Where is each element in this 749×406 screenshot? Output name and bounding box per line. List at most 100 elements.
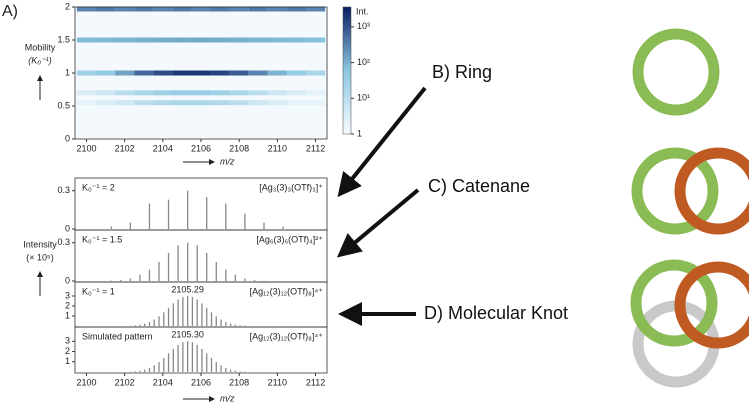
y-tick-label: 1 [65,356,70,366]
heatmap-cell [286,37,306,43]
heatmap-cell [172,6,192,12]
heatmap-cell [134,6,154,12]
colorbar-tick-label: 10¹ [357,93,370,103]
heatmap-cell [172,70,192,76]
heatmap-cell [76,37,96,43]
heatmap-cell [76,70,96,76]
x-tick-label: 2112 [306,143,325,153]
heatmap-cell [191,6,211,12]
x-tick-label: 2110 [268,377,287,387]
panel-label: K₀⁻¹ = 2 [82,182,115,192]
y-axis-label: Mobility [25,42,56,52]
annotation: C) Catenane [428,176,530,196]
x-axis-label: m/z [220,156,235,166]
x-tick-label: 2106 [191,143,211,153]
heatmap-cell [286,90,306,96]
y-tick-label: 1.5 [57,34,70,44]
x-tick-label: 2100 [76,143,96,153]
y-tick-label: 2 [65,1,70,11]
topology-icons [630,28,749,388]
heatmap-cell [96,70,116,76]
panel-formula: [Ag₁₂(3)₁₂(OTf)₈]⁴⁺ [250,286,324,296]
colorbar-tick-label: 10² [357,57,370,67]
heatmap-cell [248,90,268,96]
heatmap-cell [172,100,192,106]
panel-formula: [Ag₆(3)₆(OTf)₄]²⁺ [256,234,323,244]
panel-label: K₀⁻¹ = 1.5 [82,234,122,244]
heatmap-cell [248,37,268,43]
heatmap-cell [153,70,173,76]
panel-label: Simulated pattern [82,331,153,341]
heatmap-cell [76,90,96,96]
heatmap-cell [306,90,326,96]
annotation: D) Molecular Knot [424,303,568,323]
heatmap-cell [96,6,116,12]
heatmap-cell [248,100,268,106]
heatmap-cell [76,100,96,106]
heatmap-cell [210,37,230,43]
x-tick-label: 2108 [229,143,249,153]
panel-formula: [Ag₁₂(3)₁₂(OTf)₈]⁴⁺ [250,331,324,341]
annotation: B) Ring [432,62,492,82]
heatmap-cell [115,6,135,12]
heatmap-cell [267,70,287,76]
heatmap-cell [267,37,287,43]
x-tick-label: 2102 [115,143,135,153]
colorbar-tick-label: 10³ [357,21,370,31]
heatmap-cell [210,100,230,106]
heatmap-cell [191,37,211,43]
heatmap-cell [286,100,306,106]
x-tick-label: 2102 [115,377,135,387]
heatmap-cell [267,100,287,106]
heatmap-cell [286,70,306,76]
heatmap-cell [191,70,211,76]
y-tick-label: 3 [65,290,70,300]
heatmap-cell [134,37,154,43]
x-tick-label: 2106 [191,377,211,387]
heatmap-cell [229,100,249,106]
y-tick-label: 2 [65,346,70,356]
y-axis-label: Intensity [23,239,57,249]
heatmap-cell [210,90,230,96]
heatmap-cell [191,100,211,106]
peak-label: 2105.30 [171,329,204,339]
heatmap-cell [153,6,173,12]
heatmap-cell [267,90,287,96]
y-tick-label: 1 [65,67,70,77]
heatmap-cell [115,37,135,43]
colorbar [342,6,352,135]
arrows [336,86,427,326]
heatmap-cell [306,70,326,76]
heatmap-cell [210,70,230,76]
peak-label: 2105.29 [171,284,204,294]
x-tick-label: 2104 [153,377,173,387]
y-tick-label: 2 [65,300,70,310]
y-tick-label: 1 [65,310,70,320]
y-axis-label: (K₀⁻¹) [28,55,52,65]
figure-label: A) [2,3,18,20]
y-tick-label: 0 [65,275,70,285]
heatmap-cell [191,90,211,96]
y-tick-label: 0 [65,133,70,143]
heatmap-cell [229,6,249,12]
colorbar-label: Int. [356,6,369,16]
heatmap-cell [172,37,192,43]
heatmap-cell [134,70,154,76]
panel-formula: [Ag₃(3)₃(OTf)₃]⁺ [259,182,323,192]
y-tick-label: 0 [65,223,70,233]
y-tick-label: 0.5 [57,100,70,110]
x-tick-label: 2104 [153,143,173,153]
heatmap-cell [96,100,116,106]
x-tick-label: 2108 [229,377,249,387]
heatmap-cell [115,100,135,106]
y-tick-label: 3 [65,336,70,346]
heatmap-cell [306,6,326,12]
y-axis-label: (× 10⁵) [26,252,54,262]
heatmap-cell [153,37,173,43]
colorbar-tick-label: 1 [357,128,362,138]
x-axis-label: m/z [220,393,235,403]
heatmap-cell [286,6,306,12]
heatmap-cell [229,90,249,96]
heatmap-cell [153,90,173,96]
